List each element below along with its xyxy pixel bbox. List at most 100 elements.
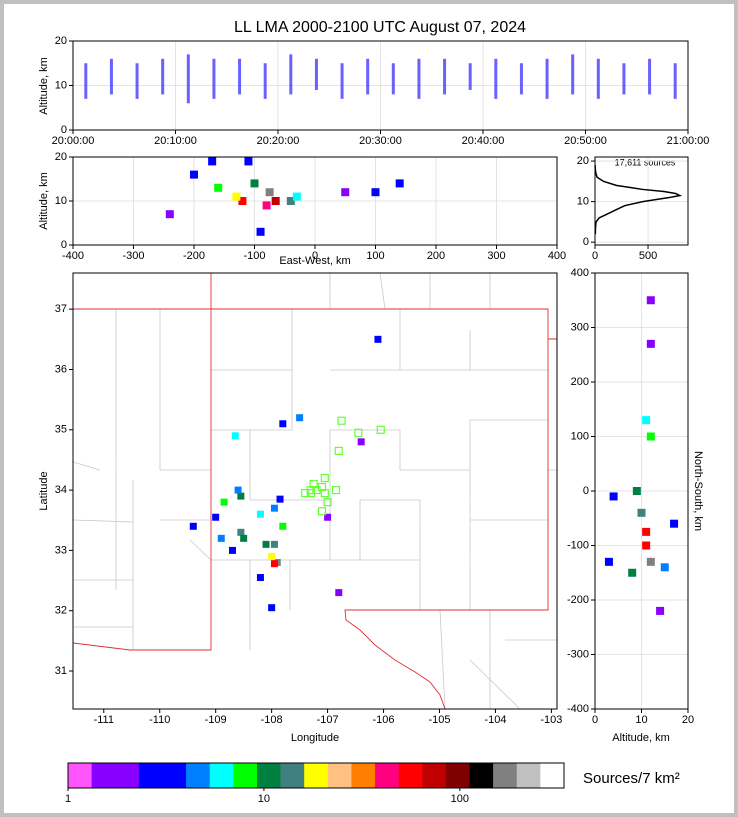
altitude-band bbox=[314, 58, 318, 90]
x-tick-label: -106 bbox=[373, 714, 395, 726]
source-density bbox=[262, 201, 271, 210]
station bbox=[320, 473, 329, 483]
source-density bbox=[237, 492, 245, 500]
colorbar-tick-label: 1 bbox=[65, 793, 71, 805]
altitude-histogram bbox=[594, 165, 683, 235]
source-density bbox=[238, 197, 247, 205]
y-tick-label: -400 bbox=[567, 703, 589, 715]
altitude-band bbox=[109, 58, 113, 95]
x-tick-label: -103 bbox=[540, 714, 562, 726]
station bbox=[317, 507, 327, 516]
source-density bbox=[268, 604, 276, 612]
x-tick-label: 21:00:00 bbox=[667, 135, 710, 147]
source-density bbox=[670, 519, 679, 528]
y-tick-label: 32 bbox=[55, 605, 67, 617]
source-density bbox=[604, 557, 613, 566]
source-density bbox=[208, 157, 217, 166]
altitude-band bbox=[263, 63, 267, 99]
y-tick-label: 35 bbox=[55, 424, 67, 436]
x-tick-label: 10 bbox=[635, 714, 647, 726]
source-density bbox=[395, 179, 404, 188]
altitude-band bbox=[135, 63, 139, 99]
source-density bbox=[265, 188, 274, 197]
source-density bbox=[324, 513, 332, 521]
colorbar-frame bbox=[67, 762, 565, 789]
source-density bbox=[220, 498, 228, 506]
source-density bbox=[646, 557, 655, 566]
x-tick-label: 0 bbox=[312, 250, 318, 262]
y-tick-label: -100 bbox=[567, 539, 589, 551]
colorbar-segment bbox=[233, 763, 258, 788]
y-axis-label: Altitude, km bbox=[38, 57, 50, 114]
y-tick-label: 10 bbox=[577, 196, 589, 208]
x-axis-label: East-West, km bbox=[279, 255, 350, 267]
source-density bbox=[270, 504, 278, 512]
altitude-band bbox=[161, 58, 165, 95]
source-density bbox=[642, 416, 651, 425]
colorbar-segment bbox=[91, 763, 116, 788]
x-tick-label: -300 bbox=[122, 250, 144, 262]
colorbar-segment bbox=[256, 763, 281, 788]
altitude-band bbox=[622, 63, 626, 95]
x-tick-label: 300 bbox=[487, 250, 505, 262]
source-density bbox=[656, 606, 665, 615]
x-tick-label: -105 bbox=[428, 714, 450, 726]
plot-frame bbox=[594, 272, 689, 710]
colorbar-segment bbox=[138, 763, 163, 788]
altitude-band bbox=[545, 58, 549, 99]
source-density bbox=[231, 432, 239, 440]
source-density bbox=[357, 438, 365, 446]
altitude-band bbox=[596, 58, 600, 99]
y-tick-label: 37 bbox=[55, 303, 67, 315]
altitude-band bbox=[519, 63, 523, 95]
source-density bbox=[609, 492, 618, 501]
source-density bbox=[279, 420, 287, 428]
source-density bbox=[237, 528, 245, 536]
colorbar-segment bbox=[540, 763, 565, 788]
station bbox=[309, 479, 318, 489]
colorbar-segment bbox=[162, 763, 187, 788]
y-tick-label: 31 bbox=[55, 665, 67, 677]
altitude-band bbox=[84, 63, 88, 99]
colorbar-segment bbox=[327, 763, 352, 788]
plot-frame bbox=[72, 40, 689, 131]
altitude-band bbox=[340, 63, 344, 99]
source-density bbox=[268, 552, 276, 560]
source-density bbox=[256, 574, 264, 582]
x-tick-label: 100 bbox=[366, 250, 384, 262]
y-tick-label: 0 bbox=[583, 236, 589, 248]
source-density bbox=[341, 188, 350, 197]
y-tick-label: 20 bbox=[577, 155, 589, 167]
source-density bbox=[335, 589, 343, 597]
plot-frame bbox=[72, 272, 558, 710]
x-tick-label: -110 bbox=[149, 714, 170, 726]
y-tick-label: 20 bbox=[55, 35, 67, 47]
y-tick-label: 300 bbox=[571, 321, 589, 333]
colorbar-segment bbox=[445, 763, 470, 788]
source-density bbox=[276, 495, 284, 503]
x-tick-label: -200 bbox=[183, 250, 205, 262]
source-density bbox=[646, 296, 655, 305]
source-density bbox=[214, 183, 223, 192]
y-tick-label: 0 bbox=[61, 124, 67, 136]
source-density bbox=[279, 522, 287, 530]
altitude-band bbox=[391, 63, 395, 95]
colorbar-segment bbox=[68, 763, 92, 788]
y-axis-label: Latitude bbox=[38, 471, 50, 510]
source-density bbox=[228, 546, 236, 554]
y-tick-label: -200 bbox=[567, 594, 589, 606]
source-density bbox=[642, 527, 651, 536]
source-density bbox=[632, 487, 641, 495]
altitude-band bbox=[289, 54, 293, 95]
x-tick-label: -109 bbox=[205, 714, 227, 726]
y-tick-label: 0 bbox=[61, 239, 67, 251]
altitude-band bbox=[443, 58, 447, 95]
x-axis-label: Longitude bbox=[291, 732, 339, 744]
y-axis-label: Altitude, km bbox=[38, 172, 50, 229]
station bbox=[306, 489, 315, 498]
source-density bbox=[371, 188, 380, 197]
source-density bbox=[628, 568, 637, 577]
y-tick-label: 400 bbox=[571, 267, 589, 279]
altitude-band bbox=[648, 58, 652, 95]
